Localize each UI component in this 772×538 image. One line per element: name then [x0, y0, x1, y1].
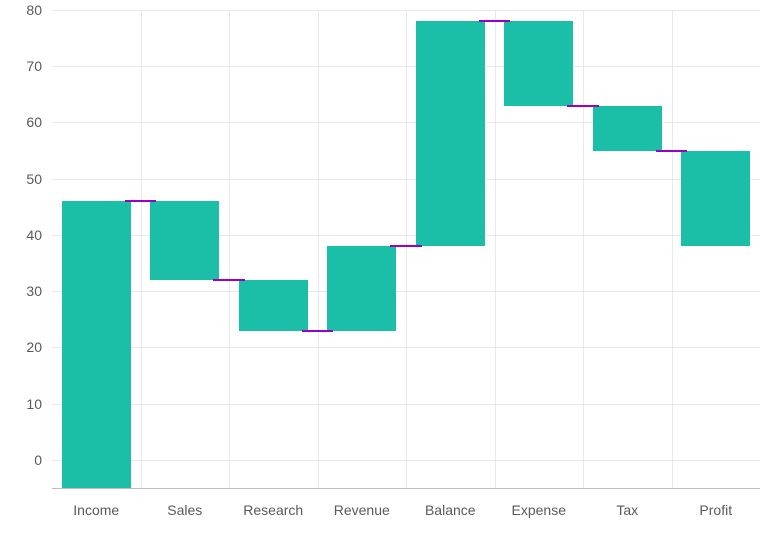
y-tick-label: 50 [0, 171, 42, 187]
waterfall-connector [302, 330, 333, 332]
waterfall-connector [125, 200, 156, 202]
x-tick-label: Expense [512, 502, 566, 518]
y-tick-label: 0 [0, 452, 42, 468]
y-tick-label: 10 [0, 396, 42, 412]
y-tick-label: 80 [0, 2, 42, 18]
waterfall-bar [416, 21, 485, 246]
gridline-vertical [583, 10, 584, 488]
waterfall-bar [239, 280, 308, 331]
x-tick-label: Balance [425, 502, 476, 518]
plot-area [52, 10, 760, 488]
gridline-vertical [318, 10, 319, 488]
waterfall-bar [593, 106, 662, 151]
gridline-vertical [406, 10, 407, 488]
waterfall-bar [150, 201, 219, 280]
x-tick-label: Research [243, 502, 303, 518]
waterfall-connector [390, 245, 421, 247]
waterfall-connector [479, 20, 510, 22]
waterfall-connector [567, 105, 598, 107]
x-tick-label: Profit [699, 502, 732, 518]
waterfall-connector [213, 279, 244, 281]
x-tick-label: Tax [616, 502, 638, 518]
x-tick-label: Revenue [334, 502, 390, 518]
waterfall-bar [62, 201, 131, 488]
gridline-vertical [141, 10, 142, 488]
waterfall-bar [504, 21, 573, 105]
gridline-vertical [229, 10, 230, 488]
x-axis-line [52, 488, 760, 489]
y-tick-label: 40 [0, 227, 42, 243]
y-tick-label: 20 [0, 339, 42, 355]
waterfall-bar [327, 246, 396, 330]
x-tick-label: Income [73, 502, 119, 518]
y-tick-label: 30 [0, 283, 42, 299]
y-tick-label: 70 [0, 58, 42, 74]
waterfall-bar [681, 151, 750, 247]
waterfall-chart: 0 10 20 30 40 50 60 70 80 Income Sales Research Rev… [0, 0, 772, 538]
x-tick-label: Sales [167, 502, 202, 518]
y-tick-label: 60 [0, 114, 42, 130]
gridline-vertical [495, 10, 496, 488]
gridline-vertical [672, 10, 673, 488]
waterfall-connector [656, 150, 687, 152]
